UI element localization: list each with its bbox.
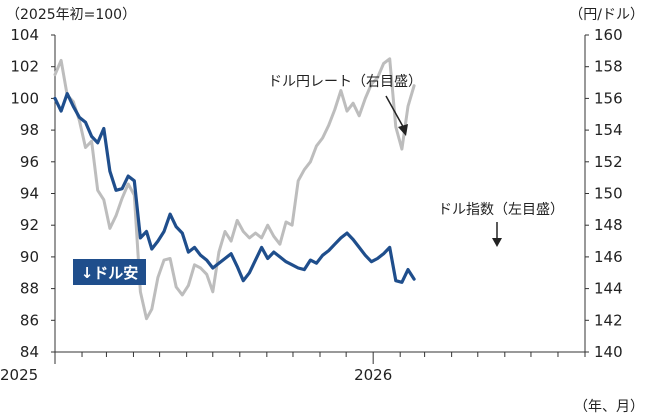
- annotation-dxy-arrowhead: [492, 238, 502, 247]
- right-tick-label: 160: [594, 26, 623, 44]
- left-tick-label: 104: [10, 26, 39, 44]
- right-tick-label: 146: [594, 248, 623, 266]
- dollar-weak-badge-box: [73, 259, 146, 285]
- left-axis-unit-label: （2025年初=100）: [6, 6, 136, 23]
- right-tick-label: 150: [594, 185, 623, 203]
- left-tick-label: 84: [20, 343, 39, 361]
- right-tick-label: 158: [594, 58, 623, 76]
- left-tick-label: 88: [20, 280, 39, 298]
- annotation-yen: ドル円レート（右目盛）: [268, 74, 422, 136]
- right-tick-label: 140: [594, 343, 623, 361]
- annotation-dxy: ドル指数（左目盛）: [438, 202, 564, 247]
- annotation-yen-arrowhead: [398, 124, 408, 136]
- left-tick-label: 94: [20, 185, 39, 203]
- x-axis: 2025 2026: [0, 351, 586, 384]
- left-tick-label: 102: [10, 58, 39, 76]
- usd-jpy-line: [53, 57, 416, 321]
- x-tick-label: 2025: [0, 366, 38, 384]
- left-tick-label: 98: [20, 121, 39, 139]
- x-tick-label: 2026: [354, 366, 392, 384]
- right-tick-label: 152: [594, 153, 623, 171]
- dollar-index-line: [53, 91, 416, 284]
- right-y-axis: 140 142 144 146 148 150 152 154 156 158 160: [584, 26, 623, 361]
- left-tick-label: 90: [20, 248, 39, 266]
- right-tick-label: 156: [594, 89, 623, 107]
- series-lines: [53, 57, 416, 321]
- right-tick-label: 148: [594, 216, 623, 234]
- left-tick-label: 92: [20, 216, 39, 234]
- left-y-axis: 84 86 88 90 92 94 96 98 100 102 104: [10, 26, 56, 361]
- dollar-weak-badge-label: ↓ドル安: [81, 264, 139, 282]
- left-tick-label: 86: [20, 311, 39, 329]
- right-tick-label: 142: [594, 311, 623, 329]
- right-tick-label: 154: [594, 121, 623, 139]
- left-tick-label: 100: [10, 89, 39, 107]
- right-tick-label: 144: [594, 280, 623, 298]
- annotation-dxy-label: ドル指数（左目盛）: [438, 202, 564, 218]
- right-axis-unit-label: （円/ドル）: [569, 7, 644, 23]
- annotation-yen-label: ドル円レート（右目盛）: [268, 74, 422, 90]
- x-axis-unit-label: （年、月）: [574, 399, 644, 415]
- dollar-weak-badge: ↓ドル安: [73, 259, 146, 285]
- left-tick-label: 96: [20, 153, 39, 171]
